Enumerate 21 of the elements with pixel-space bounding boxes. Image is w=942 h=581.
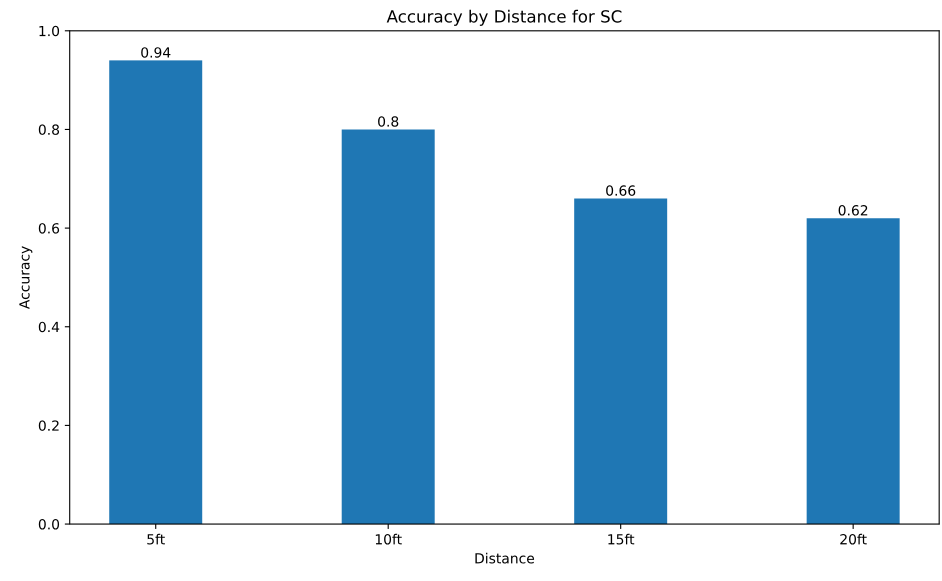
- y-tick-label: 0.6: [38, 223, 60, 234]
- x-tick-label: 15ft: [608, 534, 634, 545]
- x-tick-label: 5ft: [147, 534, 165, 545]
- x-axis-title: Distance: [475, 552, 534, 564]
- y-tick-label: 0.0: [38, 519, 60, 530]
- y-tick-label: 0.8: [38, 124, 60, 135]
- y-axis-title: Accuracy: [19, 246, 32, 310]
- x-tick-label: 10ft: [376, 534, 402, 545]
- x-tick-label: 20ft: [840, 534, 867, 545]
- data-label: 0.62: [838, 205, 868, 216]
- bar: [109, 60, 202, 524]
- chart-title: Accuracy by Distance for SC: [386, 10, 622, 26]
- data-label: 0.94: [141, 47, 170, 58]
- data-label: 0.66: [606, 185, 636, 196]
- y-tick-label: 1.0: [39, 26, 60, 36]
- y-tick-label: 0.4: [38, 322, 60, 332]
- bar: [806, 218, 900, 524]
- data-label: 0.8: [378, 116, 398, 127]
- y-tick-label: 0.2: [38, 420, 59, 431]
- bar: [574, 198, 668, 524]
- bar: [342, 129, 435, 524]
